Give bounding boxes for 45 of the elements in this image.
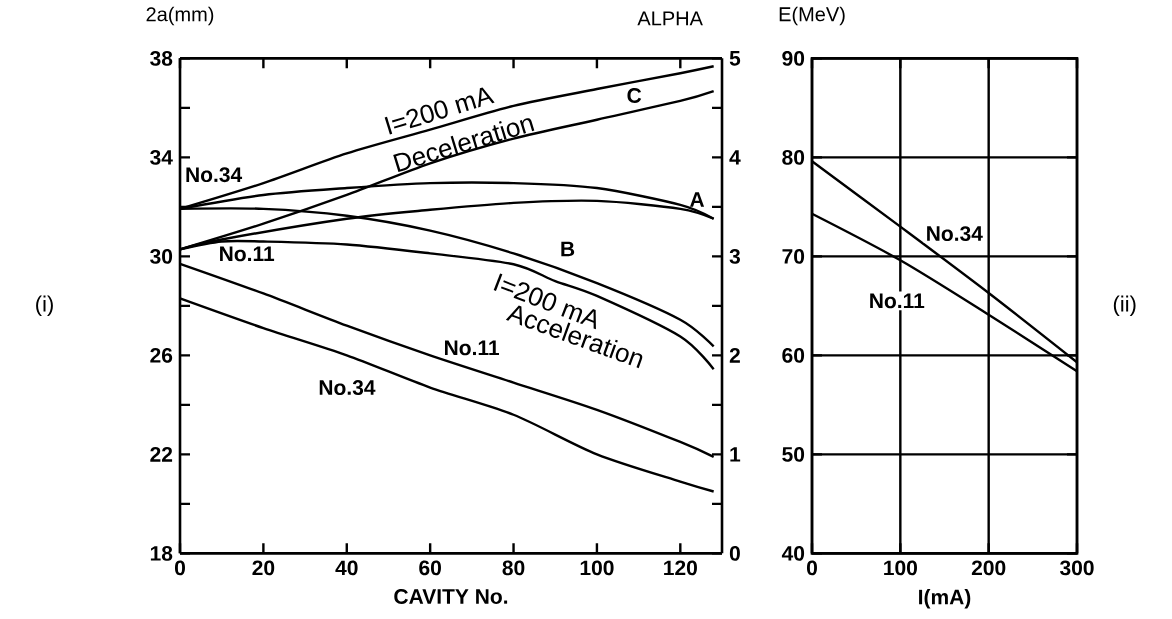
x-tick-label: 200 bbox=[971, 560, 1006, 576]
annotation: B bbox=[561, 241, 575, 256]
y-tick-label: 70 bbox=[782, 248, 805, 264]
y-tick-label: 80 bbox=[782, 149, 805, 165]
annotation: No.11 bbox=[870, 293, 925, 309]
annotation: No.34 bbox=[319, 379, 376, 395]
y2-tick-label: 2 bbox=[729, 347, 740, 363]
x-tick-label: 60 bbox=[419, 560, 441, 576]
annotation: No.11 bbox=[445, 340, 500, 356]
x-tick-label: 20 bbox=[252, 560, 275, 576]
x-tick-label: 40 bbox=[335, 560, 358, 576]
x-axis-title: I(mA) bbox=[919, 588, 971, 609]
y-tick-label: 34 bbox=[150, 149, 173, 165]
annotation: No.34 bbox=[927, 225, 983, 241]
y-axis-title: 2a(mm) bbox=[146, 6, 214, 26]
annotation: No.11 bbox=[220, 246, 275, 262]
x-tick-label: 80 bbox=[502, 560, 525, 576]
text: (i) bbox=[36, 295, 53, 316]
y-tick-label: 22 bbox=[150, 446, 173, 462]
x-tick-label: 300 bbox=[1059, 560, 1094, 576]
y2-tick-label: 3 bbox=[729, 248, 740, 264]
y-tick-label: 90 bbox=[782, 50, 805, 66]
x-tick-label: 0 bbox=[806, 560, 817, 576]
y2-tick-label: 5 bbox=[729, 50, 741, 66]
y-tick-label: 60 bbox=[782, 347, 805, 363]
x-tick-label: 120 bbox=[664, 560, 697, 576]
annotation: A bbox=[690, 192, 705, 207]
y-tick-label: 26 bbox=[150, 347, 173, 363]
y-tick-label: 40 bbox=[781, 545, 805, 561]
y-tick-label: 18 bbox=[150, 545, 173, 561]
y-axis-title: E(MeV) bbox=[779, 6, 845, 26]
y-tick-label: 50 bbox=[782, 446, 805, 462]
annotation: No.34 bbox=[186, 167, 243, 182]
x-tick-label: 100 bbox=[580, 560, 614, 576]
y2-tick-label: 4 bbox=[729, 149, 741, 165]
annotation: C bbox=[627, 87, 642, 103]
x-axis-title: CAVITY No. bbox=[394, 588, 508, 604]
y2-tick-label: 1 bbox=[730, 446, 741, 462]
text: (ii) bbox=[1113, 295, 1136, 316]
x-tick-label: 0 bbox=[174, 560, 185, 576]
y2-axis-title: ALPHA bbox=[637, 11, 703, 26]
y-tick-label: 38 bbox=[150, 50, 173, 66]
x-tick-label: 100 bbox=[884, 560, 917, 576]
y2-tick-label: 0 bbox=[729, 545, 740, 561]
y-tick-label: 30 bbox=[150, 248, 173, 264]
